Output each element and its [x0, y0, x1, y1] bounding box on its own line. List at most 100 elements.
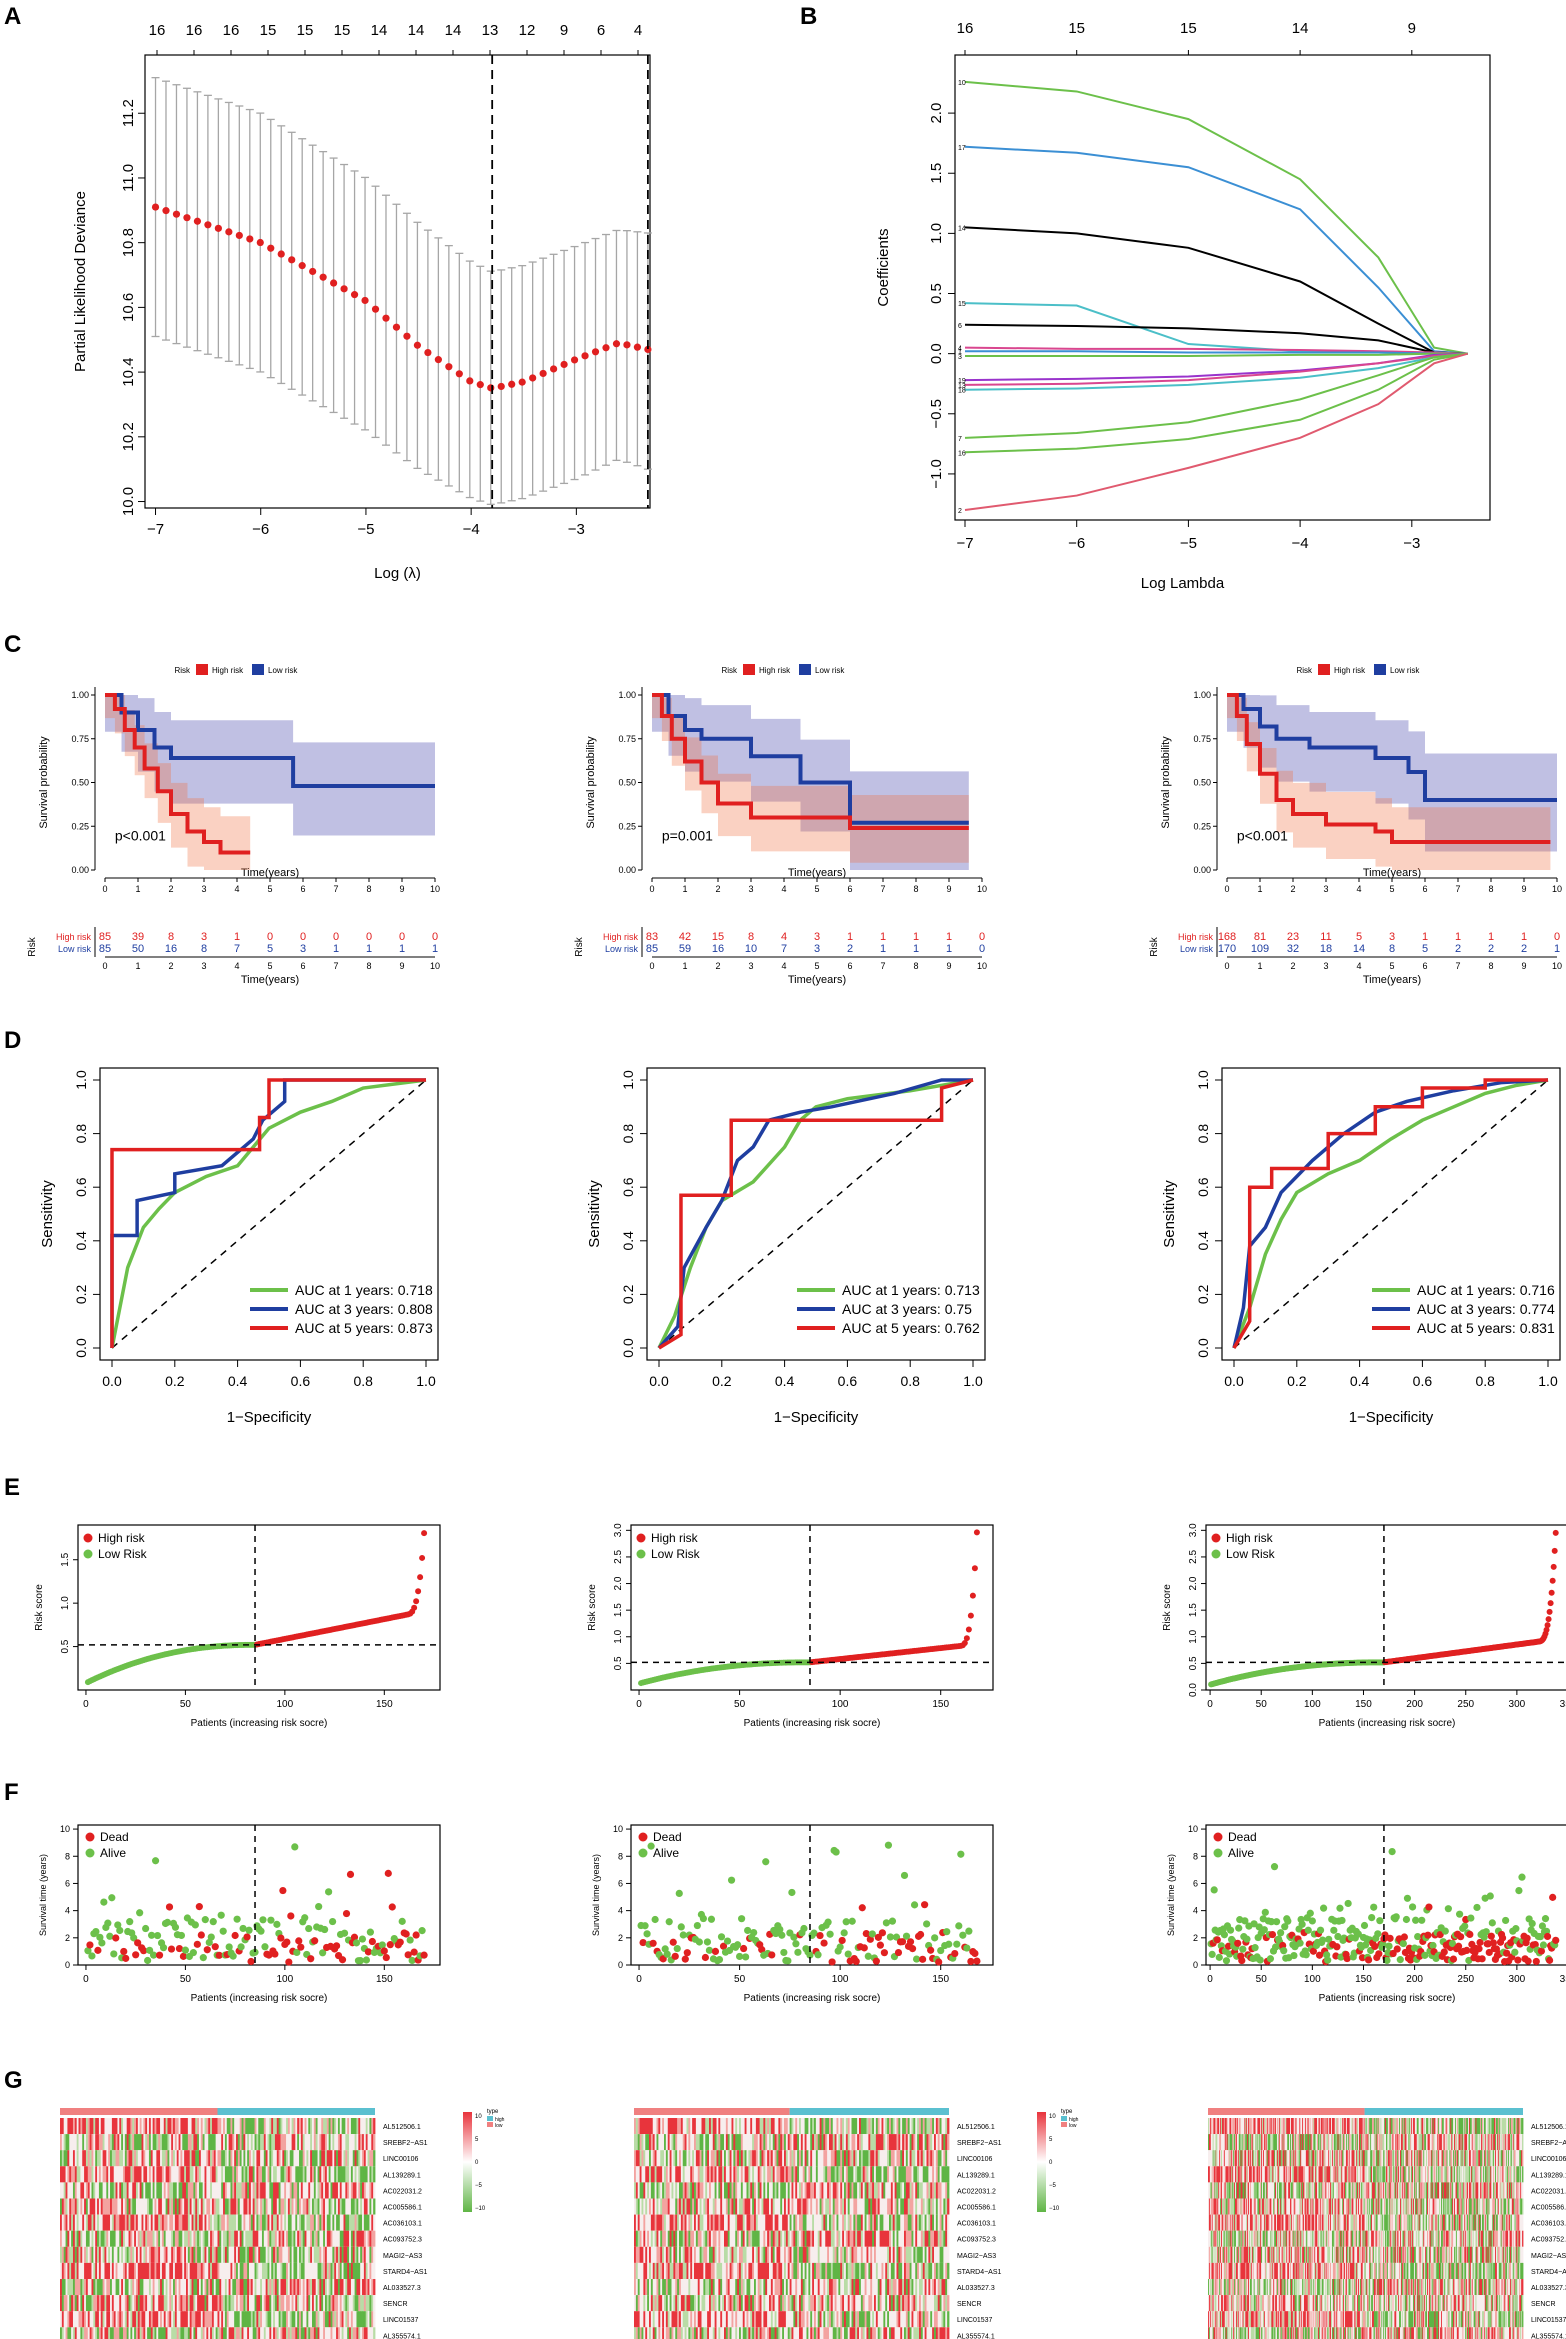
heatmap-cell: [367, 2214, 370, 2231]
survival-point: [1368, 1913, 1376, 1922]
heatmap-cell: [108, 2198, 111, 2215]
heatmap-cell: [160, 2198, 163, 2215]
survival-point: [1238, 1956, 1246, 1965]
heatmap-cell: [293, 2246, 296, 2263]
heatmap-cell: [321, 2166, 324, 2183]
heatmap-cell: [356, 2118, 359, 2135]
deviance-point: [235, 231, 243, 240]
survival-point: [744, 1926, 752, 1935]
heatmap-cell: [197, 2118, 200, 2135]
heatmap-cell: [319, 2246, 322, 2263]
heatmap-cell: [76, 2118, 79, 2135]
heatmap-cell: [80, 2246, 83, 2263]
gene-label: AC093752.3: [383, 2237, 422, 2244]
heatmap-cell: [232, 2198, 235, 2215]
heatmap-cell: [243, 2166, 246, 2183]
heatmap-cell: [191, 2262, 194, 2279]
heatmap-cell: [74, 2134, 78, 2151]
survival-point: [1334, 1932, 1342, 1941]
survival-point: [346, 1870, 355, 1879]
survival-point: [639, 1938, 647, 1947]
heatmap-cell: [91, 2246, 94, 2263]
type-bar-high-group: [60, 2108, 218, 2115]
heatmap-cell: [343, 2134, 346, 2151]
survival-point: [814, 1951, 822, 1959]
heatmap-cell: [339, 2198, 343, 2215]
top-tick-label: 15: [334, 22, 351, 39]
survival-point: [1473, 1903, 1481, 1912]
risk-point: [971, 1565, 978, 1572]
x-axis-label: Log Lambda: [1141, 575, 1225, 592]
survival-point: [1370, 1903, 1378, 1911]
heatmap-cell: [250, 2166, 254, 2183]
heatmap-cell: [330, 2150, 333, 2167]
heatmap-cell: [317, 2166, 320, 2183]
heatmap-cell: [82, 2246, 85, 2263]
heatmap-cell: [232, 2134, 235, 2151]
heatmap-cell: [360, 2246, 363, 2263]
survival-point: [1515, 1886, 1523, 1895]
x-tick-label: 100: [832, 1699, 849, 1710]
survival-point: [307, 1955, 315, 1963]
heatmap-cell: [63, 2230, 66, 2247]
heatmap-cell: [289, 2182, 293, 2199]
heatmap-cell: [236, 2230, 239, 2247]
heatmap-cell: [282, 2150, 285, 2167]
heatmap-cell: [284, 2230, 287, 2247]
survival-point: [1541, 1915, 1550, 1923]
panel-label-d: D: [4, 1027, 21, 1054]
survival-point: [1396, 1956, 1404, 1964]
survival-point: [973, 1957, 981, 1965]
survival-point: [959, 1931, 967, 1939]
heatmap-cell: [224, 2118, 228, 2135]
heatmap-cell: [63, 2134, 66, 2151]
heatmap-cell: [72, 2230, 76, 2247]
heatmap-cell: [219, 2262, 222, 2279]
heatmap-cell: [215, 2198, 218, 2215]
heatmap-cell: [110, 2118, 113, 2135]
survival-point: [1545, 1956, 1554, 1964]
scale-tick-label: −5: [475, 2183, 483, 2189]
heatmap-cell: [173, 2214, 176, 2231]
survival-point: [285, 1958, 293, 1966]
survival-point: [1304, 1926, 1312, 1934]
heatmap-cell: [269, 2118, 272, 2135]
survival-point: [810, 1929, 818, 1937]
heatmap-cell: [287, 2118, 291, 2135]
legend-swatch-low: [1374, 664, 1386, 675]
heatmap-cell: [117, 2246, 120, 2263]
heatmap-cell: [263, 2214, 267, 2231]
heatmap-cell: [282, 2230, 285, 2247]
heatmap-cell: [282, 2198, 285, 2215]
survival-point: [868, 1930, 876, 1938]
heatmap-cell: [167, 2166, 170, 2183]
risk-row-label: High risk: [56, 932, 92, 942]
heatmap-cell: [363, 2166, 367, 2183]
heatmap-cell: [282, 2214, 285, 2231]
survival-point: [1512, 1925, 1520, 1933]
heatmap-cell: [119, 2150, 122, 2167]
y-tick-label: 0.25: [618, 821, 636, 831]
survival-point: [293, 1948, 301, 1957]
heatmap-cell: [230, 2214, 233, 2231]
heatmap-cell: [360, 2150, 363, 2167]
heatmap-cell: [284, 2182, 287, 2199]
heatmap-cell: [328, 2182, 331, 2199]
y-tick-label: 11.2: [120, 99, 137, 127]
deviance-point: [319, 273, 327, 281]
survival-point: [683, 1949, 691, 1957]
heatmap-cell: [139, 2118, 142, 2135]
survival-point: [1539, 1941, 1548, 1949]
heatmap-cell: [362, 2214, 365, 2231]
risk-table-x-tick-label: 7: [333, 961, 338, 971]
deviance-point: [172, 210, 181, 218]
heatmap-cell: [137, 2262, 141, 2279]
heatmap-cell: [369, 2230, 372, 2247]
heatmap-cell: [337, 2198, 341, 2215]
heatmap-cell: [134, 2166, 137, 2183]
heatmap-cell: [308, 2150, 311, 2167]
heatmap-cell: [295, 2150, 298, 2167]
y-axis-label: Coefficients: [875, 228, 892, 306]
survival-point: [149, 1951, 158, 1959]
heatmap-cell: [143, 2134, 146, 2151]
